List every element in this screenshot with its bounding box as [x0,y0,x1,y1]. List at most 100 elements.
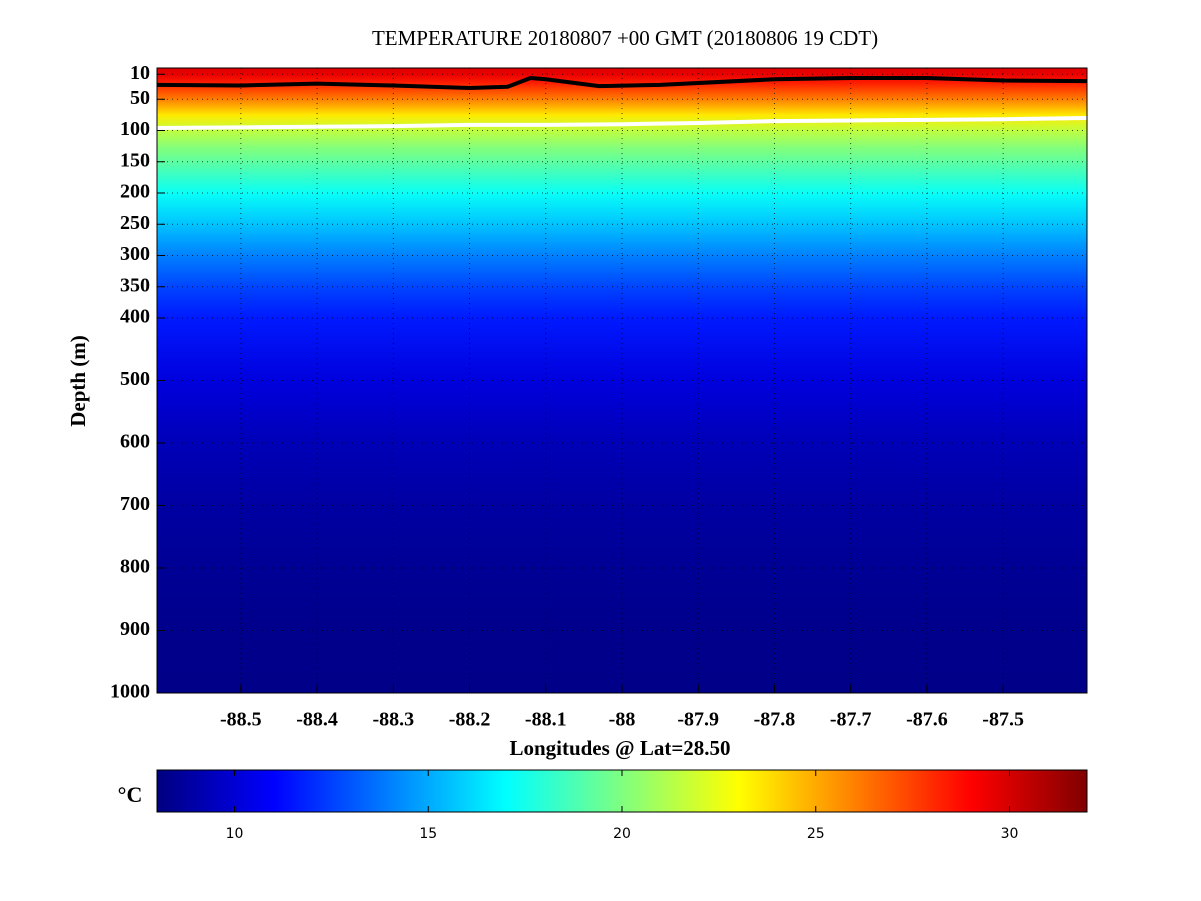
y-tick-label: 400 [120,306,150,328]
colorbar-segment [312,770,332,812]
colorbar-segment [815,770,836,812]
colorbar-segment [854,770,875,812]
colorbar-segment [932,770,952,812]
temperature-band [157,146,1087,163]
y-tick-label: 700 [120,493,150,515]
chart-title: TEMPERATURE 20180807 +00 GMT (20180806 1… [372,26,878,50]
colorbar-segment [583,770,604,812]
colorbar-label: °C [118,782,143,807]
colorbar-tick-label: 25 [807,826,825,842]
y-tick-label: 900 [120,618,150,640]
colorbar-segment [428,770,449,812]
colorbar-segment [990,770,1010,812]
temperature-band [157,630,1087,694]
y-tick-label: 100 [120,118,150,140]
x-tick-label: -88.1 [525,709,567,731]
colorbar-segment [1028,770,1049,812]
colorbar-segment [447,770,468,812]
colorbar-tick-label: 10 [226,826,244,842]
x-tick-label: -87.7 [830,709,872,731]
x-tick-label: -87.6 [906,709,948,731]
y-tick-label: 800 [120,556,150,578]
colorbar-segment [699,770,720,812]
colorbar-segment [893,770,914,812]
colorbar-segment [525,770,545,812]
y-tick-label: 350 [120,274,150,296]
colorbar-segment [176,770,197,812]
colorbar-tick-label: 15 [419,826,437,842]
colorbar-segment [622,770,642,812]
temperature-band [157,99,1087,116]
colorbar-segment [680,770,700,812]
temperature-band [157,505,1087,569]
temperature-band [157,255,1087,288]
y-axis-label: Depth (m) [66,335,90,427]
colorbar-segment [757,770,778,812]
colorbar-segment [1009,770,1030,812]
contour-line [156,76,1088,90]
colorbar-segment [970,770,991,812]
x-tick-label: -87.9 [677,709,719,731]
colorbar-segment [777,770,797,812]
temperature-band [157,568,1087,631]
overlay [156,67,1088,694]
colorbar-segment [486,770,507,812]
x-tick-label: -88.3 [372,709,414,731]
y-tick-label: 250 [120,212,150,234]
x-tick-label: -88.5 [220,709,262,731]
colorbar-segment [602,770,623,812]
x-tick-label: -87.8 [754,709,796,731]
y-tick-label: 500 [120,368,150,390]
y-tick-label: 300 [120,243,150,265]
temperature-band [157,318,1087,381]
colorbar-segment [253,770,274,812]
colorbar-segment [718,770,739,812]
colorbar-segment [796,770,817,812]
colorbar-segment [157,770,177,812]
colorbar-segment [641,770,662,812]
colorbar-tick-label: 20 [613,826,631,842]
y-tick-label: 50 [130,87,150,109]
x-tick-label: -88 [609,709,636,731]
y-tick-label: 600 [120,431,150,453]
colorbar-segment [544,770,565,812]
colorbar-segment [835,770,855,812]
temperature-band [157,74,1087,85]
temperature-band [157,68,1087,75]
colorbar-segment [951,770,972,812]
colorbar-segment [563,770,584,812]
colorbar-segment [215,770,235,812]
y-tick-label: 150 [120,149,150,171]
colorbar-segment [912,770,933,812]
temperature-band [157,380,1087,444]
colorbar-segment [467,770,487,812]
colorbar-tick-label: 30 [1001,826,1019,842]
colorbar-segment [389,770,410,812]
colorbar-segment [331,770,352,812]
colorbar-segment [292,770,313,812]
colorbar-segment [350,770,371,812]
colorbar-segment [1067,770,1088,812]
temperature-band [157,83,1087,100]
colorbar-segment [273,770,294,812]
colorbar-segment [408,770,429,812]
contour-line [156,116,1088,130]
colorbar-segment [873,770,894,812]
colorbar-segment [370,770,390,812]
x-tick-label: -88.4 [296,709,338,731]
x-tick-label: -88.2 [449,709,491,731]
colorbar-segment [738,770,759,812]
x-tick-label: -87.5 [982,709,1024,731]
colorbar-segment [195,770,216,812]
x-axis-label: Longitudes @ Lat=28.50 [509,736,730,760]
y-tick-label: 200 [120,181,150,203]
y-tick-label: 1000 [110,681,150,703]
colorbar-segment [234,770,255,812]
colorbar-segment [505,770,526,812]
temperature-band [157,224,1087,256]
colorbar-segment [1048,770,1069,812]
temperature-band [157,443,1087,506]
colorbar-segment [660,770,681,812]
y-tick-label: 10 [130,62,150,84]
